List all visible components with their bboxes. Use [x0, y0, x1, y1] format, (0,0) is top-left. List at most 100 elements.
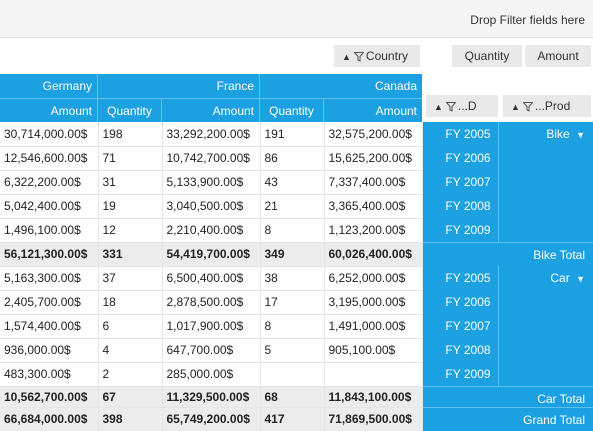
measure-header-amount[interactable]: Amount: [162, 98, 260, 122]
country-field-chip[interactable]: ▲ Country: [334, 45, 420, 67]
row-header-year[interactable]: FY 2008: [445, 199, 491, 213]
row-header-grand-total[interactable]: Grand Total: [422, 407, 593, 431]
measure-header-quantity[interactable]: Quantity: [260, 98, 324, 122]
value-cell[interactable]: 4: [98, 338, 163, 363]
value-cell[interactable]: 71: [98, 146, 163, 171]
value-cell[interactable]: 331: [98, 242, 163, 267]
value-cell[interactable]: 417: [260, 407, 325, 431]
value-cell[interactable]: 86: [260, 146, 325, 171]
value-cell[interactable]: 936,000.00$: [0, 338, 99, 363]
value-cell[interactable]: 5: [260, 338, 325, 363]
measure-header-amount[interactable]: Amount: [0, 98, 98, 122]
value-cell[interactable]: 483,300.00$: [0, 362, 99, 387]
row-header-bike[interactable]: Bike ▼: [498, 122, 593, 242]
value-cell[interactable]: 8: [260, 314, 325, 339]
value-cell[interactable]: 32,575,200.00$: [324, 122, 423, 147]
sort-ascending-icon[interactable]: ▲: [434, 102, 443, 112]
value-cell[interactable]: 60,026,400.00$: [324, 242, 423, 267]
value-cell[interactable]: 67: [98, 386, 163, 408]
value-cell[interactable]: 349: [260, 242, 325, 267]
row-header-car[interactable]: Car ▼: [498, 266, 593, 386]
filter-drop-area[interactable]: Drop Filter fields here: [0, 0, 593, 38]
value-cell[interactable]: 198: [98, 122, 163, 147]
measure-header-amount[interactable]: Amount: [324, 98, 422, 122]
quantity-value-chip[interactable]: Quantity: [452, 45, 522, 67]
value-cell[interactable]: 6,500,400.00$: [162, 266, 261, 291]
measure-header-quantity[interactable]: Quantity: [98, 98, 162, 122]
filter-icon[interactable]: [353, 52, 365, 62]
row-header-year[interactable]: FY 2007: [445, 319, 491, 333]
value-cell[interactable]: 15,625,200.00$: [324, 146, 423, 171]
value-cell[interactable]: 2: [98, 362, 163, 387]
value-cell[interactable]: 10,742,700.00$: [162, 146, 261, 171]
value-cell[interactable]: 398: [98, 407, 163, 431]
value-cell[interactable]: 8: [260, 218, 325, 243]
value-cell[interactable]: 21: [260, 194, 325, 219]
value-cell[interactable]: [324, 362, 423, 387]
value-cell[interactable]: 6: [98, 314, 163, 339]
row-header-year[interactable]: FY 2005: [445, 271, 491, 285]
expand-collapse-icon[interactable]: ▼: [576, 274, 585, 284]
value-cell[interactable]: 6,322,200.00$: [0, 170, 99, 195]
value-cell[interactable]: 68: [260, 386, 325, 408]
expand-collapse-icon[interactable]: ▼: [576, 130, 585, 140]
row-header-bike-total[interactable]: Bike Total: [422, 242, 593, 266]
value-cell[interactable]: 12,546,600.00$: [0, 146, 99, 171]
value-cell[interactable]: 2,405,700.00$: [0, 290, 99, 315]
row-header-year[interactable]: FY 2009: [445, 367, 491, 381]
value-cell[interactable]: 3,365,400.00$: [324, 194, 423, 219]
row-header-year[interactable]: FY 2007: [445, 175, 491, 189]
row-header-year[interactable]: FY 2006: [445, 295, 491, 309]
sort-ascending-icon[interactable]: ▲: [511, 102, 520, 112]
value-cell[interactable]: [260, 362, 325, 387]
value-cell[interactable]: 2,210,400.00$: [162, 218, 261, 243]
value-cell[interactable]: 3,040,500.00$: [162, 194, 261, 219]
value-cell[interactable]: 10,562,700.00$: [0, 386, 99, 408]
value-cell[interactable]: 66,684,000.00$: [0, 407, 99, 431]
row-header-year[interactable]: FY 2006: [445, 151, 491, 165]
value-cell[interactable]: 38: [260, 266, 325, 291]
value-cell[interactable]: 1,496,100.00$: [0, 218, 99, 243]
row-header-car-total[interactable]: Car Total: [422, 386, 593, 410]
value-cell[interactable]: 12: [98, 218, 163, 243]
row-header-year[interactable]: FY 2005: [445, 127, 491, 141]
filter-icon[interactable]: [445, 102, 457, 112]
date-row-field-chip[interactable]: ▲ ...D: [426, 95, 498, 117]
sort-ascending-icon[interactable]: ▲: [342, 52, 351, 62]
country-header-canada[interactable]: Canada: [260, 74, 422, 98]
value-cell[interactable]: 65,749,200.00$: [162, 407, 261, 431]
filter-icon[interactable]: [522, 102, 534, 112]
value-cell[interactable]: 54,419,700.00$: [162, 242, 261, 267]
value-cell[interactable]: 191: [260, 122, 325, 147]
value-cell[interactable]: 647,700.00$: [162, 338, 261, 363]
value-cell[interactable]: 5,042,400.00$: [0, 194, 99, 219]
value-cell[interactable]: 1,491,000.00$: [324, 314, 423, 339]
value-cell[interactable]: 11,329,500.00$: [162, 386, 261, 408]
value-cell[interactable]: 5,133,900.00$: [162, 170, 261, 195]
value-cell[interactable]: 1,574,400.00$: [0, 314, 99, 339]
value-cell[interactable]: 11,843,100.00$: [324, 386, 423, 408]
value-cell[interactable]: 285,000.00$: [162, 362, 261, 387]
amount-value-chip[interactable]: Amount: [525, 45, 591, 67]
value-cell[interactable]: 33,292,200.00$: [162, 122, 261, 147]
value-cell[interactable]: 6,252,000.00$: [324, 266, 423, 291]
value-cell[interactable]: 37: [98, 266, 163, 291]
country-header-france[interactable]: France: [98, 74, 260, 98]
value-cell[interactable]: 56,121,300.00$: [0, 242, 99, 267]
country-header-germany[interactable]: Germany: [0, 74, 98, 98]
product-row-field-chip[interactable]: ▲ ...Prod: [503, 95, 591, 117]
value-cell[interactable]: 2,878,500.00$: [162, 290, 261, 315]
value-cell[interactable]: 1,017,900.00$: [162, 314, 261, 339]
value-cell[interactable]: 18: [98, 290, 163, 315]
value-cell[interactable]: 43: [260, 170, 325, 195]
value-cell[interactable]: 5,163,300.00$: [0, 266, 99, 291]
value-cell[interactable]: 1,123,200.00$: [324, 218, 423, 243]
value-cell[interactable]: 19: [98, 194, 163, 219]
value-cell[interactable]: 71,869,500.00$: [324, 407, 423, 431]
value-cell[interactable]: 17: [260, 290, 325, 315]
value-cell[interactable]: 3,195,000.00$: [324, 290, 423, 315]
row-header-year[interactable]: FY 2008: [445, 343, 491, 357]
value-cell[interactable]: 31: [98, 170, 163, 195]
row-header-year[interactable]: FY 2009: [445, 223, 491, 237]
value-cell[interactable]: 30,714,000.00$: [0, 122, 99, 147]
